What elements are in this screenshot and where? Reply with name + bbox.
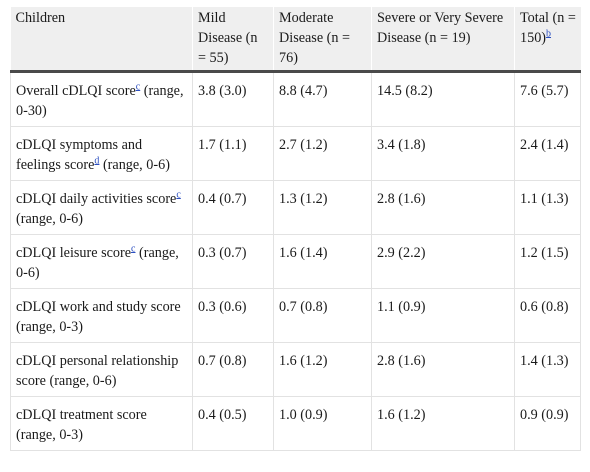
header-severe-text: Severe or Very Severe Disease (n = 19) [377, 10, 504, 46]
row-label-range: (range, 0-30) [16, 83, 184, 119]
cell-moderate: 0.7 (0.8) [273, 288, 372, 343]
cell-total: 1.4 (1.3) [514, 342, 581, 397]
row-label-range: (range, 0-6) [99, 157, 170, 173]
cell-moderate: 8.8 (4.7) [273, 71, 372, 127]
header-row: Children Mild Disease (n = 55) Moderate … [10, 7, 581, 72]
row-label-cell: cDLQI personal relationship score (range… [10, 342, 193, 397]
header-total-text: Total (n = 150) [520, 10, 576, 46]
cell-total: 1.1 (1.3) [514, 180, 581, 235]
row-label-cell: cDLQI treatment score (range, 0-3) [10, 396, 193, 451]
cell-mild: 0.7 (0.8) [192, 342, 274, 397]
header-severe: Severe or Very Severe Disease (n = 19) [371, 7, 515, 72]
row-label-cell: cDLQI work and study score (range, 0-3) [10, 288, 193, 343]
cell-total: 2.4 (1.4) [514, 126, 581, 181]
cell-mild: 1.7 (1.1) [192, 126, 274, 181]
table-row: cDLQI leisure scorec (range, 0-6) 0.3 (0.… [10, 234, 581, 289]
table-row: cDLQI personal relationship score (range… [10, 342, 581, 397]
header-moderate-text: Moderate Disease (n = 76) [279, 10, 351, 66]
row-label-range: (range, 0-6) [16, 245, 179, 281]
cell-severe: 2.8 (1.6) [371, 342, 515, 397]
footnote-link-d[interactable]: d [94, 155, 100, 167]
cell-severe: 2.8 (1.6) [371, 180, 515, 235]
cell-total: 0.9 (0.9) [514, 396, 581, 451]
header-total: Total (n = 150)b [514, 7, 581, 72]
header-children-text: Children [15, 10, 66, 26]
footnote-link-c[interactable]: c [131, 243, 136, 255]
cell-moderate: 1.6 (1.2) [273, 342, 372, 397]
row-label: cDLQI work and study score (range, 0-3) [16, 299, 181, 335]
cell-severe: 1.1 (0.9) [371, 288, 515, 343]
row-label-range: (range, 0-6) [16, 211, 83, 227]
table-row: cDLQI work and study score (range, 0-3) 0… [10, 288, 581, 343]
footnote-link-c[interactable]: c [176, 189, 181, 201]
table-row: cDLQI treatment score (range, 0-3) 0.4 (0… [10, 396, 581, 451]
row-label: Overall cDLQI score [16, 83, 136, 99]
header-moderate: Moderate Disease (n = 76) [273, 7, 372, 72]
table-row: Overall cDLQI scorec (range, 0-30) 3.8 (3… [10, 71, 581, 127]
cell-mild: 0.3 (0.7) [192, 234, 274, 289]
cell-severe: 2.9 (2.2) [371, 234, 515, 289]
cell-mild: 3.8 (3.0) [192, 71, 274, 127]
footnote-link-b[interactable]: b [546, 28, 552, 40]
cell-moderate: 2.7 (1.2) [273, 126, 372, 181]
table-row: cDLQI symptoms and feelings scored (rang… [10, 126, 581, 181]
row-label-cell: cDLQI daily activities scorec (range, 0-… [10, 180, 193, 235]
header-mild: Mild Disease (n = 55) [192, 7, 274, 72]
cell-mild: 0.4 (0.7) [192, 180, 274, 235]
footnote-link-c[interactable]: c [135, 81, 141, 93]
cell-severe: 3.4 (1.8) [371, 126, 515, 181]
table-row: cDLQI daily activities scorec (range, 0-… [10, 180, 581, 235]
cell-mild: 0.4 (0.5) [192, 396, 274, 451]
header-children: Children [10, 7, 193, 72]
cell-total: 7.6 (5.7) [514, 71, 581, 127]
cell-severe: 1.6 (1.2) [371, 396, 515, 451]
row-label: cDLQI symptoms and feelings score [16, 137, 143, 173]
cell-mild: 0.3 (0.6) [192, 288, 274, 343]
row-label-cell: cDLQI symptoms and feelings scored (rang… [10, 126, 193, 181]
table-header: Children Mild Disease (n = 55) Moderate … [10, 7, 581, 72]
header-mild-text: Mild Disease (n = 55) [198, 10, 258, 66]
row-label: cDLQI treatment score (range, 0-3) [16, 407, 147, 443]
cell-total: 1.2 (1.5) [514, 234, 581, 289]
cell-moderate: 1.6 (1.4) [273, 234, 372, 289]
row-label-cell: Overall cDLQI scorec (range, 0-30) [10, 71, 193, 127]
row-label: cDLQI leisure score [16, 245, 132, 261]
row-label: cDLQI personal relationship score (range… [16, 353, 179, 389]
row-label-cell: cDLQI leisure scorec (range, 0-6) [10, 234, 193, 289]
cell-severe: 14.5 (8.2) [371, 71, 515, 127]
cell-total: 0.6 (0.8) [514, 288, 581, 343]
cell-moderate: 1.0 (0.9) [273, 396, 372, 451]
table-body: Overall cDLQI scorec (range, 0-30) 3.8 (3… [10, 71, 581, 451]
cell-moderate: 1.3 (1.2) [273, 180, 372, 235]
cdlqi-table: Children Mild Disease (n = 55) Moderate … [10, 7, 581, 451]
row-label: cDLQI daily activities score [16, 191, 177, 207]
